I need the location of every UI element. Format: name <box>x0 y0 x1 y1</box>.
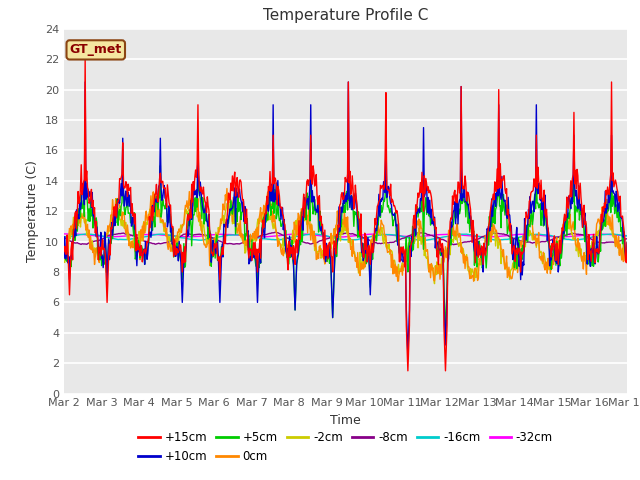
-32cm <box>330 234 338 240</box>
-8cm <box>415 230 422 236</box>
-32cm <box>129 232 137 238</box>
Line: -2cm: -2cm <box>64 199 627 284</box>
-8cm <box>271 229 279 235</box>
-2cm <box>70 230 78 236</box>
+5cm <box>60 250 68 256</box>
+5cm <box>186 223 193 228</box>
+15cm <box>129 213 137 219</box>
+5cm <box>415 206 422 212</box>
-32cm <box>416 234 424 240</box>
+10cm <box>186 215 194 221</box>
-16cm <box>310 231 317 237</box>
X-axis label: Time: Time <box>330 414 361 427</box>
+15cm <box>416 189 424 195</box>
-8cm <box>623 236 631 241</box>
0cm <box>470 278 477 284</box>
-32cm <box>71 231 79 237</box>
+10cm <box>70 234 78 240</box>
0cm <box>215 226 223 232</box>
0cm <box>223 186 231 192</box>
-16cm <box>415 237 422 243</box>
+5cm <box>269 140 277 146</box>
+5cm <box>70 233 78 239</box>
+15cm <box>623 240 631 246</box>
-2cm <box>431 281 438 287</box>
+5cm <box>623 254 631 260</box>
+15cm <box>432 225 440 230</box>
0cm <box>431 268 439 274</box>
+10cm <box>216 300 224 305</box>
0cm <box>60 252 68 258</box>
-8cm <box>215 238 223 244</box>
0cm <box>186 189 193 194</box>
-32cm <box>60 231 68 237</box>
-2cm <box>128 243 136 249</box>
-32cm <box>216 231 224 237</box>
-2cm <box>216 224 224 230</box>
Text: GT_met: GT_met <box>70 43 122 56</box>
0cm <box>128 239 136 244</box>
0cm <box>623 250 631 256</box>
0cm <box>70 218 78 224</box>
-16cm <box>128 236 136 242</box>
+10cm <box>623 240 631 245</box>
Line: +15cm: +15cm <box>64 59 627 371</box>
Line: 0cm: 0cm <box>64 189 627 281</box>
Line: +5cm: +5cm <box>64 143 627 333</box>
-8cm <box>70 240 78 245</box>
Title: Temperature Profile C: Temperature Profile C <box>263 9 428 24</box>
-16cm <box>623 233 631 239</box>
+5cm <box>215 255 223 261</box>
+5cm <box>442 330 449 336</box>
-16cm <box>421 238 429 243</box>
-32cm <box>61 231 69 237</box>
+10cm <box>60 255 68 261</box>
-8cm <box>431 234 439 240</box>
-16cm <box>432 236 440 241</box>
Line: +10cm: +10cm <box>64 82 627 356</box>
+10cm <box>129 215 137 220</box>
-16cm <box>186 236 193 242</box>
0cm <box>415 216 422 222</box>
+15cm <box>404 368 412 374</box>
+15cm <box>216 276 224 282</box>
-16cm <box>70 233 78 239</box>
Line: -32cm: -32cm <box>64 234 627 237</box>
-2cm <box>187 196 195 202</box>
Line: -8cm: -8cm <box>64 232 627 245</box>
Line: -16cm: -16cm <box>64 234 627 240</box>
-8cm <box>186 231 193 237</box>
-8cm <box>60 235 68 241</box>
+10cm <box>404 353 412 359</box>
-32cm <box>432 232 440 238</box>
+15cm <box>60 249 68 254</box>
-32cm <box>186 234 194 240</box>
+5cm <box>431 238 439 244</box>
-8cm <box>449 242 457 248</box>
+10cm <box>432 237 440 243</box>
+5cm <box>128 223 136 229</box>
-2cm <box>415 225 422 231</box>
-8cm <box>128 232 136 238</box>
-2cm <box>623 239 631 245</box>
Legend: +15cm, +10cm, +5cm, 0cm, -2cm, -8cm, -16cm, -32cm: +15cm, +10cm, +5cm, 0cm, -2cm, -8cm, -16… <box>134 427 557 468</box>
+15cm <box>70 224 78 230</box>
+15cm <box>186 207 194 213</box>
-2cm <box>432 272 440 277</box>
-2cm <box>60 259 68 264</box>
-16cm <box>60 234 68 240</box>
+10cm <box>81 79 89 85</box>
-2cm <box>186 208 193 214</box>
-32cm <box>623 233 631 239</box>
Y-axis label: Temperature (C): Temperature (C) <box>26 160 39 262</box>
+15cm <box>81 56 89 62</box>
+10cm <box>416 210 424 216</box>
-16cm <box>215 234 223 240</box>
